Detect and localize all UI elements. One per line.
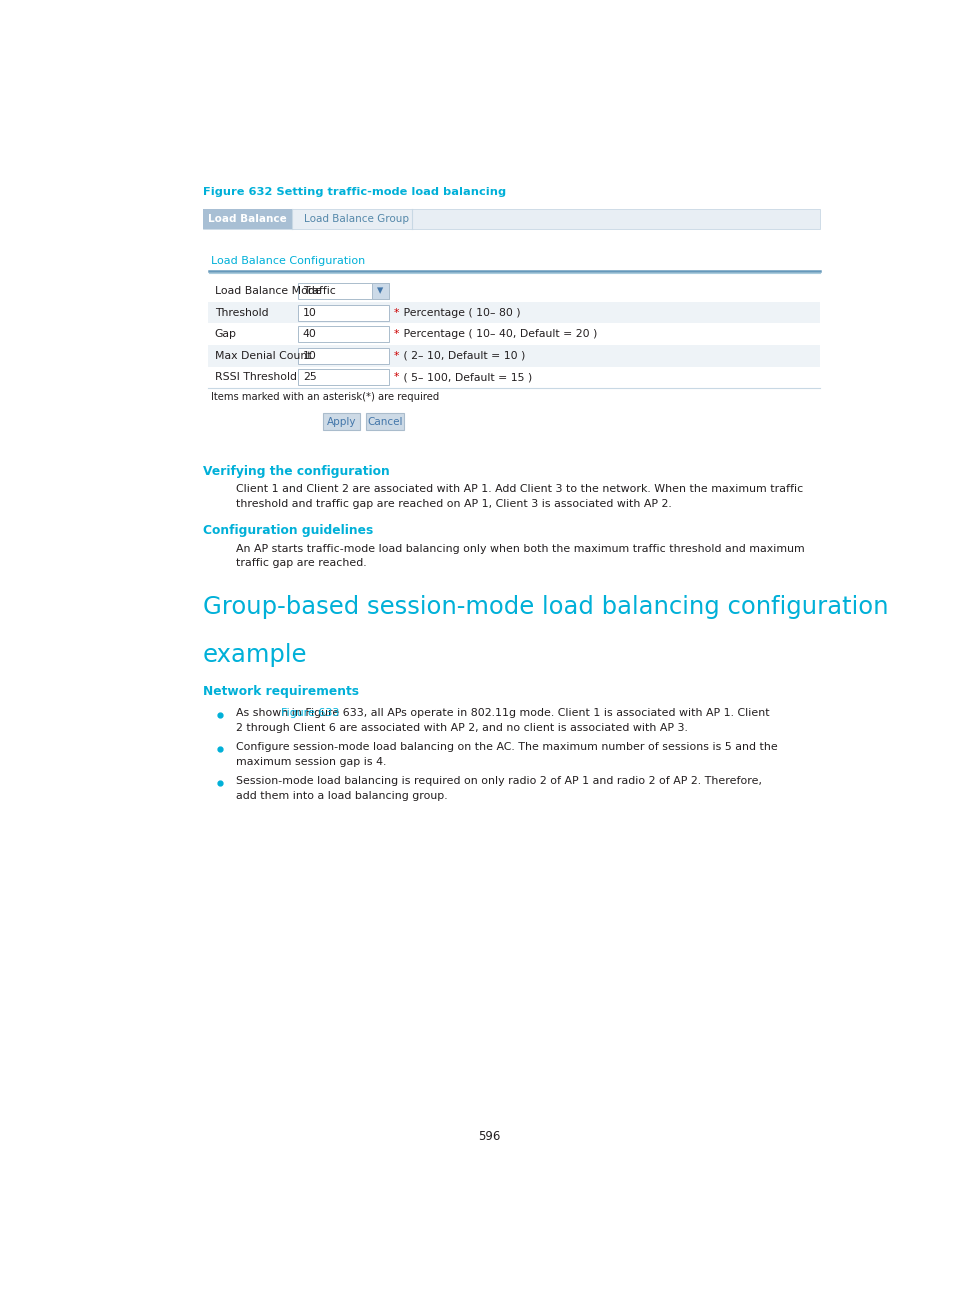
Text: ( 5– 100, Default = 15 ): ( 5– 100, Default = 15 ) [399, 372, 532, 382]
Text: Traffic: Traffic [303, 286, 335, 295]
Text: An AP starts traffic-mode load balancing only when both the maximum traffic thre: An AP starts traffic-mode load balancing… [235, 543, 803, 568]
FancyBboxPatch shape [297, 305, 389, 320]
Text: Load Balance Mode: Load Balance Mode [214, 286, 321, 295]
Text: Apply: Apply [327, 417, 356, 426]
Text: *: * [394, 307, 398, 318]
Text: Session-mode load balancing is required on only radio 2 of AP 1 and radio 2 of A: Session-mode load balancing is required … [235, 776, 760, 801]
FancyBboxPatch shape [297, 369, 389, 385]
Text: 10: 10 [303, 351, 316, 360]
FancyBboxPatch shape [203, 209, 819, 228]
Text: 40: 40 [303, 329, 316, 340]
Text: Configure session-mode load balancing on the AC. The maximum number of sessions : Configure session-mode load balancing on… [235, 743, 777, 767]
Text: 10: 10 [303, 307, 316, 318]
Text: Gap: Gap [214, 329, 236, 340]
FancyBboxPatch shape [366, 413, 403, 430]
FancyBboxPatch shape [208, 302, 819, 324]
Text: Percentage ( 10– 80 ): Percentage ( 10– 80 ) [399, 307, 520, 318]
FancyBboxPatch shape [203, 209, 292, 228]
Text: *: * [394, 329, 398, 340]
FancyBboxPatch shape [297, 327, 389, 342]
Text: Configuration guidelines: Configuration guidelines [203, 525, 373, 538]
FancyBboxPatch shape [297, 347, 389, 364]
Text: Load Balance Configuration: Load Balance Configuration [211, 255, 365, 266]
FancyBboxPatch shape [372, 283, 389, 299]
Text: 596: 596 [477, 1130, 499, 1143]
Text: 25: 25 [303, 372, 316, 382]
Text: *: * [394, 372, 398, 382]
Text: Network requirements: Network requirements [203, 686, 358, 699]
Text: Percentage ( 10– 40, Default = 20 ): Percentage ( 10– 40, Default = 20 ) [399, 329, 597, 340]
Text: Load Balance Group: Load Balance Group [303, 214, 408, 224]
Text: ( 2– 10, Default = 10 ): ( 2– 10, Default = 10 ) [399, 351, 524, 360]
Text: RSSI Threshold: RSSI Threshold [214, 372, 296, 382]
FancyBboxPatch shape [208, 345, 819, 367]
Text: Client 1 and Client 2 are associated with AP 1. Add Client 3 to the network. Whe: Client 1 and Client 2 are associated wit… [235, 485, 801, 509]
Text: Cancel: Cancel [367, 417, 402, 426]
FancyBboxPatch shape [323, 413, 360, 430]
Text: Threshold: Threshold [214, 307, 268, 318]
Text: ▾: ▾ [376, 285, 383, 298]
Text: Figure 633: Figure 633 [280, 709, 338, 718]
Text: example: example [203, 643, 307, 667]
Text: Max Denial Count: Max Denial Count [214, 351, 311, 360]
Text: Items marked with an asterisk(*) are required: Items marked with an asterisk(*) are req… [211, 391, 438, 402]
Text: As shown in Figure 633, all APs operate in 802.11g mode. Client 1 is associated : As shown in Figure 633, all APs operate … [235, 709, 768, 732]
Text: Load Balance: Load Balance [208, 214, 287, 224]
FancyBboxPatch shape [297, 283, 389, 299]
Text: Group-based session-mode load balancing configuration: Group-based session-mode load balancing … [203, 595, 887, 619]
Text: Verifying the configuration: Verifying the configuration [203, 465, 389, 478]
Text: Figure 632 Setting traffic-mode load balancing: Figure 632 Setting traffic-mode load bal… [203, 187, 505, 197]
Text: *: * [394, 351, 398, 360]
